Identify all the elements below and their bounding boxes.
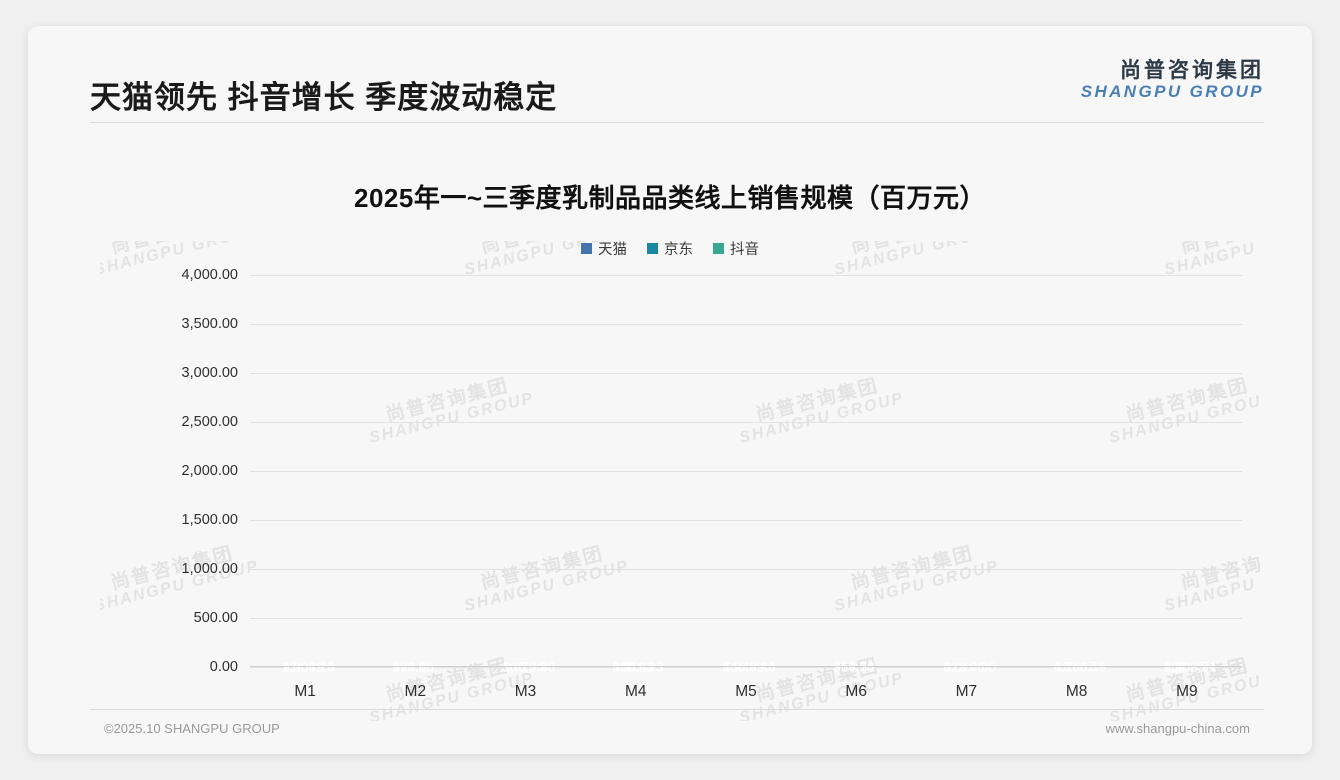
bar-group: 554.16 914.38 969.54 M6 (801, 275, 911, 701)
bar-group: 881.25 1,400.51 1,209.94 M9 (1132, 275, 1242, 701)
bar-group: 522.64 1,017.30 823.06 M7 (911, 275, 1021, 701)
x-axis-tick-label: M2 (404, 683, 427, 700)
bar-group: 560.64 811.93 1,111.93 M4 (581, 275, 691, 701)
bar-value-label: 770.88 (392, 659, 434, 675)
bar-value-label: 554.16 (833, 659, 875, 675)
x-axis-tick-label: M7 (955, 683, 978, 700)
legend-swatch-icon (713, 243, 724, 254)
x-axis-tick-label: M1 (294, 683, 316, 700)
legend-label: 抖音 (730, 242, 759, 258)
bar-value-label: 1,400.51 (1163, 659, 1217, 675)
bar-value-label: 1,206.74 (282, 659, 335, 675)
chart-gridlines: 0.00 500.00 1,000.00 1,500.00 2,000.00 2,500.… (182, 267, 1242, 675)
x-axis-tick-label: M6 (845, 683, 867, 700)
legend-label: 天猫 (598, 242, 627, 258)
y-axis-tick-label: 3,500.00 (181, 316, 238, 332)
slide-header: 天猫领先 抖音增长 季度波动稳定 尚普咨询集团 SHANGPU GROUP (28, 26, 1312, 123)
bar-value-label: 1,268.19 (1053, 659, 1107, 675)
x-axis-tick-label: M4 (624, 683, 647, 700)
legend-item-天猫[interactable]: 天猫 (581, 238, 627, 259)
bar-group: 476.65 592.15 770.88 M2 (360, 275, 470, 701)
y-axis-tick-label: 1,500.00 (181, 512, 238, 528)
footer-copyright: ©2025.10 SHANGPU GROUP (104, 721, 280, 736)
bar-group: 924.49 1,081.15 1,206.74 M1 (250, 275, 360, 701)
bar-value-label: 914.38 (833, 659, 875, 675)
header-divider (90, 122, 1264, 123)
legend-item-抖音[interactable]: 抖音 (713, 238, 759, 259)
bar-value-label: 823.06 (943, 659, 985, 675)
bar-value-label: 1,048.24 (722, 659, 776, 675)
bar-value-label: 1,249.45 (722, 659, 776, 675)
chart-bars: 924.49 1,081.15 1,206.74 M1 476.65 592.15 770.… (250, 275, 1242, 701)
footer-website: www.shangpu-china.com (1105, 721, 1250, 736)
y-axis-tick-label: 2,500.00 (181, 414, 238, 430)
y-axis-tick-label: 2,000.00 (181, 463, 238, 479)
brand-logo: 尚普咨询集团 SHANGPU GROUP (1080, 59, 1264, 101)
bar-value-label: 1,136.56 (1053, 659, 1107, 675)
gridline (250, 618, 1242, 619)
bar-value-label: 881.25 (1163, 659, 1206, 675)
legend-label: 京东 (664, 242, 693, 258)
brand-logo-en: SHANGPU GROUP (1080, 81, 1264, 101)
gridline (250, 275, 1242, 276)
gridline (250, 373, 1242, 374)
legend-item-京东[interactable]: 京东 (647, 238, 693, 259)
bar-value-label: 1,073.68 (502, 659, 556, 675)
brand-logo-cn: 尚普咨询集团 (1120, 59, 1264, 82)
gridline (250, 324, 1242, 325)
x-axis-tick-label: M5 (735, 683, 757, 700)
gridline (250, 667, 1242, 668)
bar-value-label: 506.74 (502, 659, 544, 675)
y-axis-tick-label: 500.00 (193, 610, 238, 626)
gridline (250, 569, 1242, 570)
gridline (250, 471, 1242, 472)
y-axis-tick-label: 0.00 (209, 659, 238, 675)
bar-value-label: 476.65 (392, 659, 434, 675)
legend-swatch-icon (647, 243, 658, 254)
bar-value-label: 1,209.94 (1163, 659, 1217, 675)
bar-value-label: 666.09 (722, 659, 765, 675)
footer-divider (90, 709, 1264, 710)
x-axis-tick-label: M8 (1065, 683, 1088, 700)
y-axis-tick-label: 4,000.00 (181, 267, 238, 283)
x-axis-line (250, 666, 1242, 667)
bar-value-label: 1,017.30 (943, 659, 996, 675)
legend-swatch-icon (581, 243, 592, 254)
slide-canvas: 天猫领先 抖音增长 季度波动稳定 尚普咨询集团 SHANGPU GROUP 20… (28, 26, 1312, 754)
y-axis-tick-label: 1,000.00 (181, 561, 238, 577)
bar-value-label: 673.67 (1053, 659, 1095, 675)
bar-value-label: 592.15 (392, 659, 434, 675)
chart-title: 2025年一~三季度乳制品品类线上销售规模（百万元） (353, 183, 987, 213)
bar-value-label: 560.64 (612, 659, 655, 675)
x-axis-tick-label: M3 (514, 683, 537, 700)
bar-group: 666.09 1,048.24 1,249.45 M5 (691, 275, 801, 701)
bar-group: 506.74 1,010.93 1,073.68 M3 (470, 275, 580, 701)
bar-value-label: 1,010.93 (502, 659, 556, 675)
chart-legend: 天猫 京东 抖音 (28, 238, 1312, 259)
gridline (250, 422, 1242, 423)
gridline (250, 520, 1242, 521)
x-axis-tick-label: M9 (1176, 683, 1198, 700)
bar-value-label: 811.93 (612, 659, 654, 675)
bar-value-label: 924.49 (282, 659, 324, 675)
page-title: 天猫领先 抖音增长 季度波动稳定 (90, 80, 558, 115)
bar-value-label: 1,081.15 (282, 659, 335, 675)
bar-group: 673.67 1,136.56 1,268.19 M8 (1022, 275, 1132, 701)
bar-value-label: 969.54 (833, 659, 875, 675)
y-axis-tick-label: 3,000.00 (181, 365, 238, 381)
bar-value-label: 522.64 (943, 659, 985, 675)
bar-value-label: 1,111.93 (612, 659, 664, 675)
